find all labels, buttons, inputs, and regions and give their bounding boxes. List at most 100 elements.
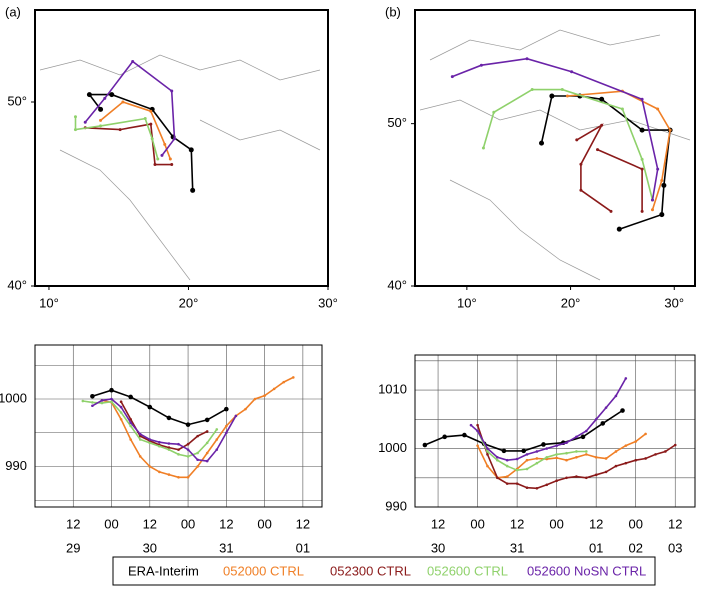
data-point (177, 442, 180, 446)
data-point (442, 434, 447, 440)
data-point (634, 458, 638, 462)
data-point (594, 418, 598, 421)
data-point (186, 455, 190, 458)
data-point (660, 178, 664, 182)
data-point (575, 450, 578, 453)
data-point (584, 450, 588, 453)
data-point (515, 468, 519, 472)
data-point (664, 450, 667, 453)
data-point (609, 209, 613, 213)
data-point (496, 458, 499, 462)
date-label: 31 (510, 540, 524, 555)
data-point (644, 457, 647, 460)
data-point (100, 401, 104, 405)
data-point (549, 93, 555, 99)
data-point (91, 404, 94, 408)
data-point (149, 122, 153, 126)
data-point (196, 458, 199, 462)
data-point (505, 458, 509, 462)
x-tick-label: 10° (457, 295, 477, 310)
data-point (673, 443, 677, 447)
data-point (614, 464, 618, 468)
data-point (600, 123, 604, 127)
data-point (650, 208, 654, 212)
data-point (205, 441, 209, 445)
series-line (84, 60, 176, 156)
data-point (661, 182, 667, 188)
data-point (541, 442, 546, 447)
data-point (656, 167, 660, 171)
y-tick-label: 1000 (0, 390, 27, 405)
data-point (163, 142, 167, 146)
data-point (160, 153, 164, 157)
data-point (515, 457, 519, 461)
data-point (188, 147, 194, 153)
data-point (486, 447, 489, 450)
x-tick-label: 10° (39, 295, 59, 310)
x-tick-label: 00 (470, 516, 484, 531)
data-point (521, 448, 527, 454)
x-tick-label: 20° (561, 295, 581, 310)
data-point (83, 120, 87, 124)
data-point (620, 107, 624, 111)
x-tick-label: 12 (510, 516, 524, 531)
data-point (476, 444, 479, 447)
plot-frame (414, 9, 696, 287)
data-point (496, 476, 499, 480)
data-point (579, 162, 583, 166)
plot-frame (34, 9, 329, 287)
data-point (91, 401, 94, 404)
data-point (119, 400, 123, 404)
data-point (225, 424, 228, 428)
legend-entry: ERA-Interim (128, 563, 199, 578)
data-point (150, 137, 154, 141)
data-point (148, 465, 152, 468)
data-point (263, 394, 266, 397)
data-point (129, 417, 132, 421)
data-point (599, 96, 605, 102)
data-point (119, 405, 123, 409)
border-line (449, 179, 601, 281)
data-point (656, 107, 660, 111)
data-point (128, 394, 133, 400)
data-point (505, 464, 509, 468)
data-point (525, 458, 529, 462)
data-point (158, 440, 161, 444)
x-tick-label: 00 (257, 516, 271, 531)
data-point (525, 57, 529, 61)
data-point (560, 88, 564, 92)
data-point (486, 450, 489, 453)
data-point (143, 117, 147, 121)
data-point (450, 75, 454, 79)
data-point (640, 157, 644, 161)
y-tick-label: 1010 (378, 382, 407, 397)
data-point (555, 444, 558, 447)
date-label: 30 (431, 540, 445, 555)
data-point (624, 461, 628, 465)
data-point (614, 450, 618, 453)
data-point (186, 476, 190, 479)
data-point (575, 138, 579, 142)
data-point (476, 423, 479, 427)
y-tick-label: 990 (385, 498, 407, 513)
data-point (205, 430, 209, 433)
data-point (196, 434, 199, 438)
data-point (624, 377, 628, 380)
data-point (225, 431, 228, 435)
data-point (584, 453, 588, 456)
data-point (575, 475, 578, 478)
data-point (565, 476, 568, 480)
data-point (604, 457, 608, 460)
data-point (110, 400, 113, 404)
x-tick-label: 12 (219, 516, 233, 531)
data-point (515, 482, 519, 485)
data-point (173, 137, 177, 141)
data-point (170, 89, 174, 93)
data-point (148, 438, 152, 441)
data-point (148, 441, 152, 445)
data-point (476, 429, 479, 433)
legend-entry: 052300 CTRL (330, 563, 411, 578)
date-label: 02 (628, 540, 642, 555)
data-point (156, 157, 160, 161)
data-point (501, 448, 507, 454)
